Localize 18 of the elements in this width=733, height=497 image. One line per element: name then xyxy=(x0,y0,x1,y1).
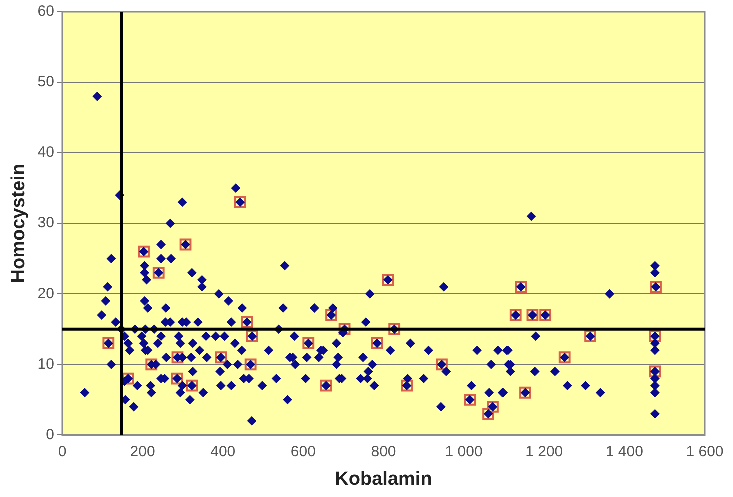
x-tick-label: 1 400 xyxy=(606,443,644,460)
x-tick-label: 200 xyxy=(130,443,156,460)
y-axis-title: Homocystein xyxy=(8,164,30,284)
y-tick-label: 0 xyxy=(46,426,54,444)
x-tick-label: 800 xyxy=(371,443,396,460)
y-tick-label: 10 xyxy=(38,356,54,373)
y-tick-label: 50 xyxy=(38,74,54,91)
x-tick-label: 400 xyxy=(210,443,236,460)
x-tick-label: 0 xyxy=(58,443,67,460)
x-axis-title: Kobalamin xyxy=(335,468,432,490)
x-tick-label: 1 600 xyxy=(686,443,724,460)
x-tick-label: 1 200 xyxy=(526,443,564,460)
y-tick-label: 20 xyxy=(38,285,54,302)
y-tick-label: 40 xyxy=(38,144,54,162)
x-tick-label: 1 000 xyxy=(445,443,483,460)
x-tick-label: 600 xyxy=(290,443,316,460)
y-tick-label: 30 xyxy=(38,214,54,232)
y-tick-label: 60 xyxy=(38,3,54,20)
